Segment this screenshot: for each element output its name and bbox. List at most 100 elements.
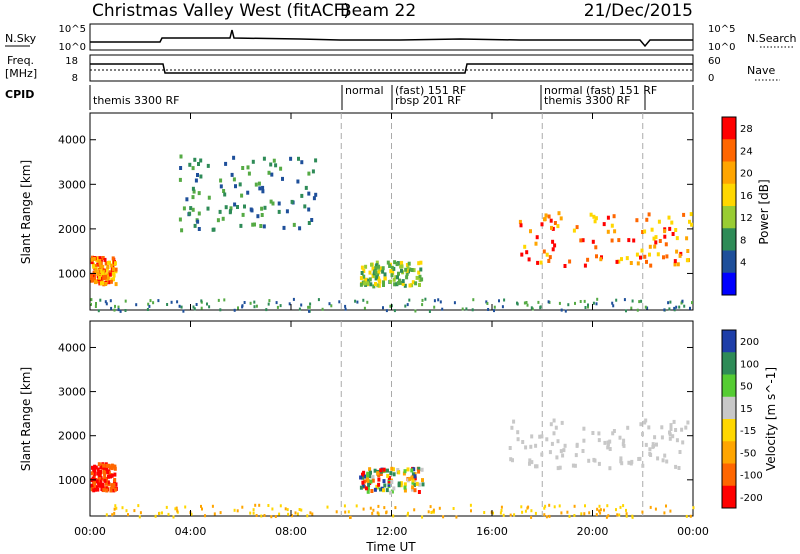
range-time-cell <box>620 257 623 262</box>
range-time-cell <box>377 276 381 281</box>
range-time-cell <box>648 244 652 249</box>
range-time-cell <box>370 489 374 493</box>
range-time-cell <box>627 460 631 465</box>
range-time-cell <box>94 487 97 492</box>
ground-scatter-cell <box>354 299 357 303</box>
range-time-cell <box>529 444 533 449</box>
ground-scatter-cell <box>603 508 605 512</box>
range-time-cell <box>91 262 95 267</box>
range-time-cell <box>559 216 563 221</box>
ground-scatter-cell <box>587 305 589 309</box>
range-time-cell <box>386 473 390 478</box>
range-time-cell <box>102 469 106 474</box>
ground-scatter-cell <box>433 299 436 303</box>
ground-scatter-cell <box>105 302 108 306</box>
range-time-cell <box>359 485 363 490</box>
ground-scatter-cell <box>366 300 369 304</box>
ground-scatter-cell <box>138 515 141 519</box>
ground-scatter-cell <box>338 300 341 304</box>
freq-bottom: 8 <box>72 73 78 84</box>
ground-scatter-cell <box>530 515 533 519</box>
range-time-cell <box>113 472 117 477</box>
range-time-cell <box>606 445 610 450</box>
ground-scatter-cell <box>275 301 278 305</box>
range-time-cell <box>545 252 549 257</box>
range-time-cell <box>612 429 616 433</box>
range-time-cell <box>359 282 363 287</box>
ground-scatter-cell <box>663 308 666 312</box>
range-time-cell <box>216 218 220 223</box>
range-time-cell <box>656 456 660 461</box>
range-time-cell <box>381 266 385 271</box>
ground-scatter-cell <box>180 305 183 309</box>
ground-scatter-cell <box>223 298 226 302</box>
ground-scatter-cell <box>148 304 151 308</box>
ground-scatter-cell <box>574 301 576 305</box>
beam-label: Beam 22 <box>340 1 416 21</box>
range-time-cell <box>686 420 690 425</box>
ground-scatter-cell <box>178 304 181 308</box>
ground-scatter-cell <box>668 307 671 311</box>
x-tick-label: 00:00 <box>677 525 709 538</box>
range-time-cell <box>378 267 382 272</box>
ground-scatter-cell <box>174 507 177 511</box>
ground-scatter-cell <box>673 306 676 310</box>
ground-scatter-cell <box>255 514 258 517</box>
ground-scatter-cell <box>625 508 627 512</box>
range-time-cell <box>419 267 423 272</box>
range-time-cell <box>421 478 424 483</box>
range-time-cell <box>582 426 586 431</box>
range-time-cell <box>538 434 542 439</box>
velocity-panel: 1000 2000 3000 4000 Slant Range [km] <box>19 320 695 519</box>
range-time-cell <box>263 205 267 210</box>
ground-scatter-cell <box>566 510 569 514</box>
range-time-cell <box>548 450 552 455</box>
range-time-cell <box>657 219 661 224</box>
ground-scatter-cell <box>121 506 124 510</box>
range-time-cell <box>219 184 223 189</box>
colorbar-segment <box>722 183 736 207</box>
range-time-cell <box>376 283 380 288</box>
colorbar-segment <box>722 330 736 353</box>
range-time-cell <box>114 267 118 272</box>
range-time-cell <box>109 474 112 479</box>
ground-scatter-cell <box>623 298 626 302</box>
ground-scatter-cell <box>208 305 211 309</box>
range-time-cell <box>98 475 102 480</box>
range-time-cell <box>377 482 381 487</box>
colorbar-tick-label: -50 <box>740 448 756 459</box>
range-time-cell <box>363 474 366 479</box>
ground-scatter-cell <box>534 511 537 515</box>
range-time-cell <box>387 482 391 487</box>
ground-scatter-cell <box>641 510 644 514</box>
range-time-cell <box>105 467 109 471</box>
range-time-cell <box>103 475 107 480</box>
range-time-cell <box>405 275 409 280</box>
ground-scatter-cell <box>413 508 416 512</box>
range-time-cell <box>402 471 406 476</box>
range-time-cell <box>393 260 397 265</box>
range-time-cell <box>96 262 100 267</box>
range-time-cell <box>110 466 114 471</box>
x-tick-label: 08:00 <box>275 525 307 538</box>
range-time-cell <box>406 266 410 271</box>
range-time-cell <box>539 260 543 265</box>
range-time-cell <box>665 254 669 259</box>
colorbar-segment <box>722 396 736 420</box>
range-time-cell <box>98 256 102 261</box>
range-time-cell <box>189 206 193 211</box>
range-time-cell <box>392 277 396 282</box>
ground-scatter-cell <box>430 511 433 514</box>
ground-scatter-cell <box>596 507 599 511</box>
range-time-cell <box>296 179 300 184</box>
range-time-cell <box>97 481 101 485</box>
ground-scatter-cell <box>437 298 440 302</box>
ground-scatter-cell <box>438 506 441 510</box>
ground-scatter-cell <box>640 299 643 303</box>
ground-scatter-cell <box>369 506 372 510</box>
range-time-cell <box>676 262 680 267</box>
ground-scatter-cell <box>421 298 424 302</box>
range-time-cell <box>403 482 407 487</box>
ground-scatter-cell <box>524 509 527 513</box>
range-time-cell <box>368 474 372 479</box>
